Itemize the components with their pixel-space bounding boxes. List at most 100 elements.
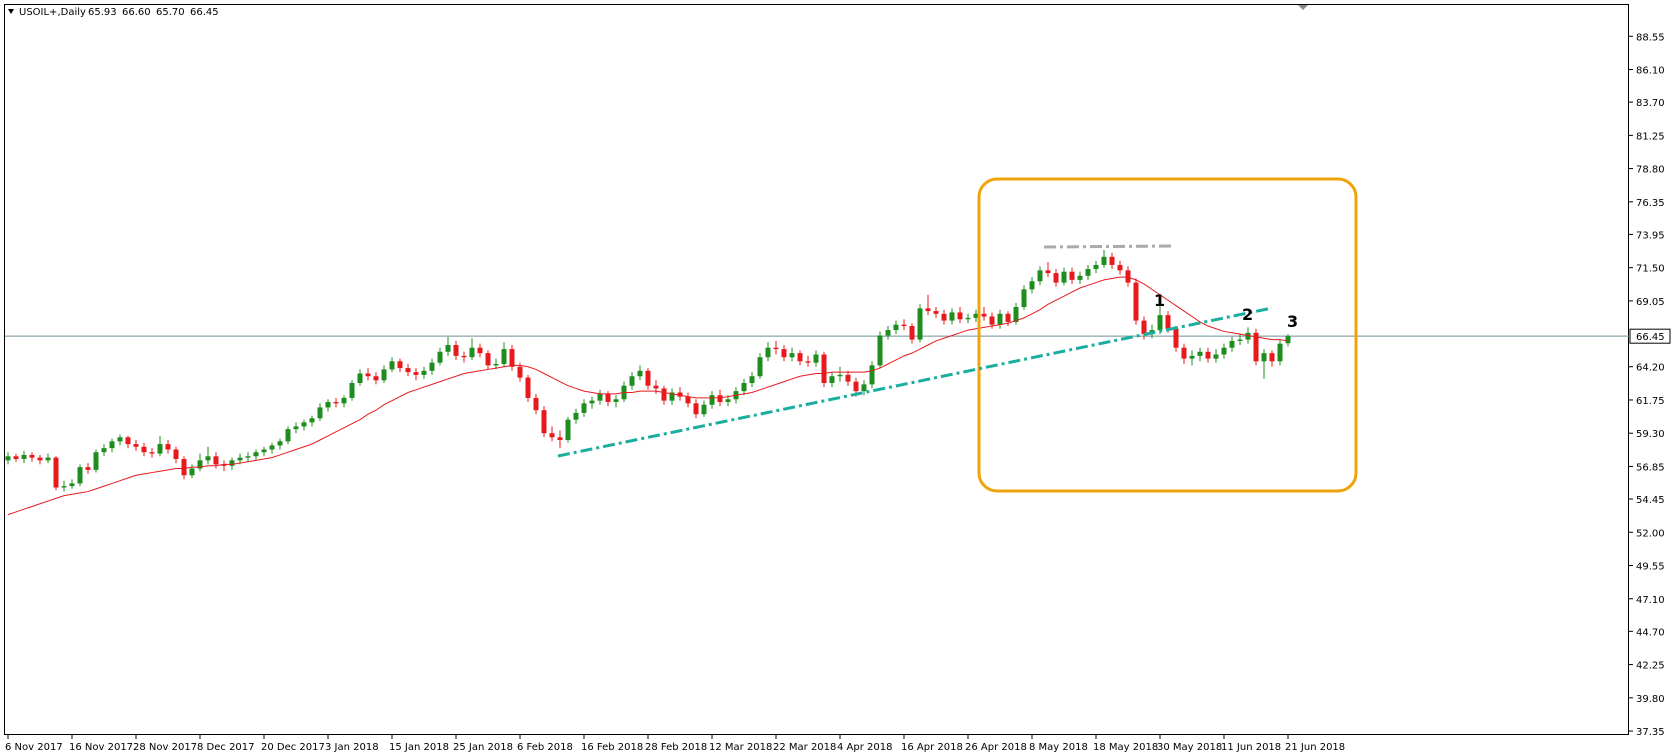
candle-body: [181, 458, 187, 476]
candle-body: [229, 460, 235, 466]
x-tick-label: 25 Jan 2018: [453, 742, 513, 753]
candle-body: [1157, 315, 1163, 331]
candle-body: [461, 355, 467, 358]
candle-body: [893, 324, 899, 331]
x-tick-label: 28 Feb 2018: [645, 742, 707, 753]
header-close: 66.45: [190, 7, 219, 18]
candle-body: [301, 422, 307, 427]
candle-body: [821, 354, 827, 384]
x-tick-label: 30 May 2018: [1157, 742, 1222, 753]
candle-body: [613, 399, 619, 402]
candle-body: [925, 308, 931, 312]
candle-body: [749, 376, 755, 384]
y-tick-label: 56.85: [1636, 462, 1665, 473]
candle-body: [381, 369, 387, 381]
x-tick-label: 16 Apr 2018: [901, 742, 963, 753]
candle-body: [245, 456, 251, 458]
candle-body: [541, 410, 547, 434]
candle-body: [61, 486, 67, 488]
candle-body: [525, 377, 531, 398]
candle-body: [365, 373, 371, 377]
candle-body: [165, 444, 171, 450]
candle-body: [917, 308, 923, 340]
y-tick-label: 69.05: [1636, 297, 1665, 308]
candle-body: [597, 393, 603, 401]
candle-body: [1117, 264, 1123, 271]
candle-body: [445, 345, 451, 352]
candle-body: [5, 456, 11, 461]
candle-body: [877, 335, 883, 366]
x-tick-label: 4 Apr 2018: [837, 742, 892, 753]
candle-body: [637, 370, 643, 377]
candle-body: [1277, 343, 1283, 362]
candle-body: [645, 370, 651, 386]
candle-body: [1101, 256, 1107, 265]
candle-body: [1029, 281, 1035, 290]
moving-average: [7, 276, 1289, 516]
candle-body: [325, 401, 331, 408]
candle-body: [1205, 351, 1211, 359]
shift-marker: [1298, 5, 1308, 10]
candle-body: [805, 361, 811, 363]
candle-body: [677, 392, 683, 397]
candle-body: [853, 381, 859, 392]
candle-body: [549, 433, 555, 438]
y-tick-label: 71.50: [1636, 264, 1665, 275]
candle-body: [485, 353, 491, 366]
header-arrow[interactable]: [8, 9, 14, 14]
candle-body: [533, 397, 539, 411]
y-tick-label: 83.70: [1636, 98, 1665, 109]
candle-body: [93, 452, 99, 470]
y-tick-label: 44.70: [1636, 627, 1665, 638]
x-tick-label: 6 Feb 2018: [517, 742, 573, 753]
candle-body: [269, 445, 275, 450]
candle-body: [477, 347, 483, 354]
candle-body: [685, 396, 691, 404]
last-price-box: [1629, 328, 1671, 344]
x-tick-label: 26 Apr 2018: [965, 742, 1027, 753]
candle-body: [469, 347, 475, 358]
x-tick-label: 15 Jan 2018: [389, 742, 449, 753]
candle-body: [717, 395, 723, 402]
candle-body: [941, 313, 947, 321]
candle-body: [293, 426, 299, 430]
candle-body: [1085, 269, 1091, 276]
chart-title: USOIL+,Daily: [19, 7, 86, 18]
candle-body: [333, 401, 339, 404]
candle-body: [629, 376, 635, 386]
resistance-line: [1043, 244, 1174, 249]
last-price-label: 66.45: [1636, 332, 1665, 343]
candle-body: [389, 361, 395, 370]
candle-body: [501, 349, 507, 365]
candle-body: [1165, 315, 1171, 329]
candle-body: [901, 324, 907, 327]
candle-body: [605, 393, 611, 402]
x-tick-label: 16 Feb 2018: [581, 742, 643, 753]
candle-body: [669, 392, 675, 401]
candle-body: [373, 376, 379, 381]
candle-body: [317, 407, 323, 419]
candle-body: [157, 444, 163, 454]
candle-body: [109, 441, 115, 449]
candle-body: [1093, 264, 1099, 270]
candle-body: [197, 460, 203, 469]
candle-body: [1125, 270, 1131, 283]
candle-body: [1221, 347, 1227, 355]
candle-body: [277, 441, 283, 446]
x-tick-label: 6 Nov 2017: [5, 742, 63, 753]
candle-body: [1197, 351, 1203, 356]
plot-layer: 88.55 86.10 83.70 81.25 78.80 76.35 73.95 71.50…: [5, 32, 1671, 753]
candle-body: [1077, 275, 1083, 280]
x-tick-label: 20 Dec 2017: [261, 742, 325, 753]
candle-body: [405, 368, 411, 373]
candle-body: [29, 454, 35, 458]
candle-body: [285, 429, 291, 442]
candle-body: [1133, 282, 1139, 321]
candle-body: [909, 326, 915, 340]
candle-body: [965, 317, 971, 320]
candle-body: [949, 312, 955, 321]
candle-body: [349, 383, 355, 398]
candle-body: [757, 357, 763, 377]
candle-body: [557, 437, 563, 440]
